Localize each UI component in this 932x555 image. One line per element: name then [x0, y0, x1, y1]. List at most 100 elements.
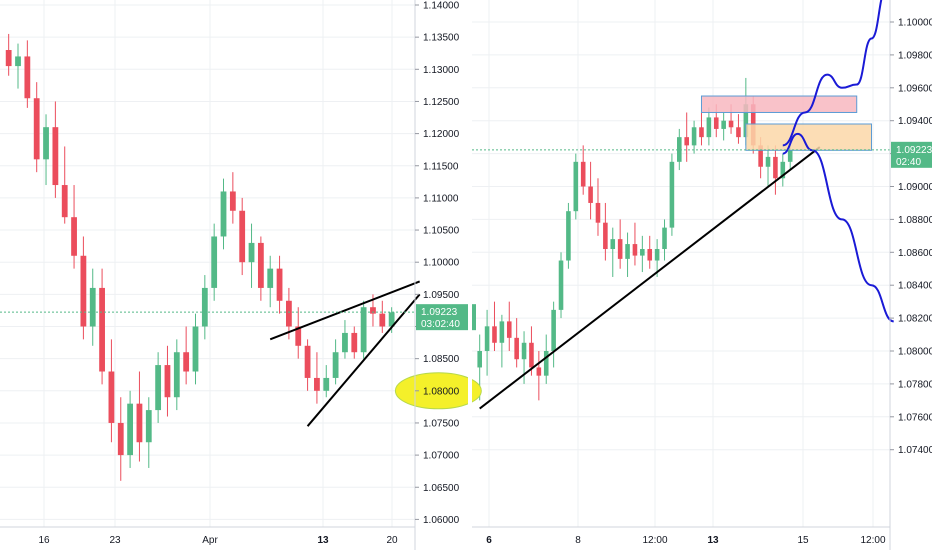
candle-body: [24, 56, 31, 99]
candle-body: [183, 352, 190, 372]
candle-body: [477, 351, 482, 368]
marker-ellipse: [394, 372, 482, 410]
x-tick-label: 13: [317, 535, 329, 546]
candle-body: [514, 337, 519, 360]
candle-body: [543, 351, 549, 376]
candle-body: [61, 185, 68, 218]
candle-body: [239, 210, 246, 263]
y-tick-label: 1.09500: [423, 290, 460, 301]
candle-body: [521, 342, 527, 360]
candle-body: [765, 156, 771, 167]
candle-body: [379, 313, 386, 327]
support-zone: [745, 123, 873, 151]
candle-body: [617, 239, 623, 259]
y-tick-label: 1.06500: [423, 483, 460, 494]
y-tick-label: 1.08800: [898, 215, 932, 226]
x-tick-label: 8: [575, 535, 581, 546]
candle-body: [295, 326, 302, 346]
candle-body: [145, 410, 152, 443]
candle-body: [669, 161, 675, 228]
candle-body: [640, 249, 645, 256]
candle-body: [529, 342, 534, 368]
y-tick-label: 1.11000: [423, 193, 459, 204]
candle-body: [610, 239, 616, 250]
y-tick-label: 1.10500: [423, 226, 460, 237]
y-tick-label: 1.08000: [898, 347, 932, 358]
y-tick-label: 1.10000: [423, 258, 460, 269]
resistance-zone: [700, 95, 858, 113]
candle-body: [625, 244, 630, 259]
candle-body: [566, 211, 571, 261]
candle-body: [736, 127, 741, 138]
x-tick-label: 13: [707, 535, 719, 546]
y-tick-label: 1.08000: [423, 386, 460, 397]
candle-body: [787, 150, 793, 162]
candle-body: [484, 326, 490, 351]
candle-body: [201, 287, 208, 327]
candle-body: [662, 227, 667, 250]
candle-body: [267, 268, 274, 288]
candle-body: [713, 117, 719, 129]
candle-body: [304, 345, 311, 378]
panel-separator: [468, 0, 472, 550]
y-tick-label: 1.08500: [423, 354, 460, 365]
candle-body: [588, 186, 593, 203]
x-tick-label: 6: [486, 535, 492, 546]
candle-body: [684, 137, 689, 146]
y-tick-label: 1.06000: [423, 515, 460, 526]
trendline: [306, 293, 421, 427]
candle-body: [276, 268, 283, 301]
candle-body: [173, 352, 180, 398]
x-tick-label: 23: [109, 535, 121, 546]
candle-body: [603, 222, 608, 250]
price-badge: [891, 141, 932, 168]
candle-body: [99, 287, 105, 372]
x-tick-label: 12:00: [642, 535, 667, 546]
y-tick-label: 1.07600: [898, 412, 932, 423]
candle-body: [155, 365, 162, 411]
candle-body: [5, 50, 12, 67]
candle-body: [743, 104, 749, 138]
candle-body: [52, 127, 59, 186]
candle-body: [108, 371, 115, 423]
candle-body: [323, 377, 330, 391]
right-grid: [472, 0, 890, 527]
candle-body: [677, 137, 682, 162]
right-annotations: [472, 0, 895, 410]
bullish-projection-path: [782, 0, 883, 147]
candle-body: [33, 98, 40, 160]
candle-body: [728, 120, 734, 128]
candle-body: [558, 260, 564, 310]
candle-body: [286, 300, 292, 327]
y-tick-label: 1.12000: [423, 129, 460, 140]
candle-body: [360, 307, 367, 353]
candle-body: [211, 236, 218, 288]
candle-body: [332, 352, 339, 378]
price-badge-value: 1.09223: [896, 145, 932, 156]
x-tick-label: Apr: [202, 535, 218, 546]
candle-body: [80, 255, 87, 327]
left-grid: [0, 0, 415, 527]
y-tick-label: 1.12500: [423, 97, 460, 108]
candle-body: [647, 249, 653, 261]
candle-body: [580, 161, 586, 187]
trendline: [269, 280, 421, 341]
candle-body: [551, 309, 556, 351]
y-tick-label: 1.13000: [423, 65, 460, 76]
y-tick-label: 1.07000: [423, 451, 460, 462]
y-tick-label: 1.11500: [423, 161, 459, 172]
candle-body: [248, 242, 255, 263]
candle-body: [780, 161, 786, 179]
price-badge-countdown: 03:02:40: [421, 319, 460, 330]
price-badge-countdown: 02:40: [896, 157, 921, 168]
bearish-projection-path: [782, 132, 895, 323]
candle-body: [164, 365, 171, 398]
y-tick-label: 1.07800: [898, 379, 932, 390]
candle-body: [573, 161, 579, 212]
candle-body: [632, 244, 638, 256]
candle-body: [342, 332, 348, 353]
candle-body: [351, 332, 358, 353]
candle-body: [314, 377, 320, 391]
